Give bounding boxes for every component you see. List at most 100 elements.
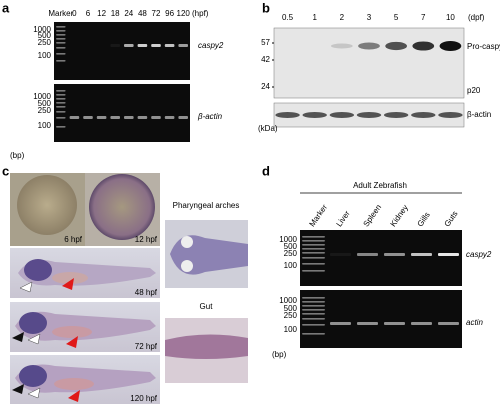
ladder-label: 250 <box>284 311 298 320</box>
ladder-label: 500 <box>284 304 298 313</box>
gel <box>300 290 462 348</box>
lane-label: Spleen <box>361 203 383 229</box>
band <box>384 322 405 325</box>
gel-title: Adult Zebrafish <box>353 181 407 190</box>
lane-label: 18 <box>111 9 120 18</box>
panel-label: c <box>2 163 9 178</box>
band <box>56 98 66 100</box>
unit: (bp) <box>10 151 25 160</box>
panel-label: d <box>262 163 270 178</box>
ladder-label: 500 <box>38 31 52 40</box>
band <box>56 47 66 49</box>
band <box>302 333 325 335</box>
blot-band <box>275 112 300 118</box>
band <box>302 309 325 311</box>
band <box>83 116 93 119</box>
lane-label: 2 <box>340 13 345 22</box>
band <box>137 44 148 47</box>
band <box>56 117 66 119</box>
lane-label: Guts <box>442 209 459 228</box>
lane-label: 12 <box>97 9 106 18</box>
lane-label: Liver <box>334 209 352 229</box>
stage-label: 120 hpf <box>130 394 157 403</box>
band <box>302 301 325 303</box>
band <box>56 106 66 108</box>
band <box>56 102 66 104</box>
band <box>411 253 432 256</box>
gel <box>54 22 190 80</box>
gene-label: caspy2 <box>466 250 492 259</box>
blot-band <box>331 43 353 49</box>
band <box>56 94 66 96</box>
band <box>110 116 120 119</box>
lane-label: 48 <box>138 9 147 18</box>
band <box>69 116 80 119</box>
lane-label: 7 <box>421 13 426 22</box>
lane-label: 3 <box>367 13 372 22</box>
blot-band <box>302 112 327 118</box>
band <box>330 322 351 325</box>
band <box>137 116 148 119</box>
band <box>384 253 405 256</box>
ladder-label: 250 <box>38 38 52 47</box>
marker-label: 42 <box>261 55 270 64</box>
ladder-label: 1000 <box>33 92 51 101</box>
lane-label: Marker <box>307 203 329 229</box>
ladder-label: 100 <box>38 121 52 130</box>
band <box>56 53 66 55</box>
band <box>56 34 66 36</box>
lane-label: 6 <box>86 9 91 18</box>
band <box>438 253 459 256</box>
lane-label: 72 <box>152 9 161 18</box>
blot-band <box>439 41 462 51</box>
band <box>56 111 66 113</box>
stage-label: 6 hpf <box>64 235 83 244</box>
panel-label: a <box>2 0 10 15</box>
ladder-label: 250 <box>284 249 298 258</box>
blot-band <box>358 42 380 50</box>
ladder-label: 1000 <box>279 235 297 244</box>
band <box>56 90 66 92</box>
band <box>56 38 66 40</box>
blot-band <box>411 112 436 118</box>
band <box>178 44 188 47</box>
band <box>330 253 351 256</box>
band <box>164 116 175 119</box>
lane-label: 1 <box>312 13 317 22</box>
band <box>56 126 66 128</box>
band-label: β-actin <box>467 110 491 119</box>
band <box>302 244 325 246</box>
gel <box>54 84 190 142</box>
stage-label: 48 hpf <box>135 288 158 297</box>
ladder-label: 500 <box>38 99 52 108</box>
lane-label: 24 <box>124 9 133 18</box>
band-label: Pro-caspy2 <box>467 42 500 51</box>
blot-band <box>438 112 463 118</box>
band <box>151 44 161 47</box>
band <box>164 44 175 47</box>
lane-label: 0.5 <box>282 13 294 22</box>
inset-label: Gut <box>200 302 214 311</box>
band <box>438 322 459 325</box>
unit: (dpf) <box>468 13 485 22</box>
band <box>302 297 325 299</box>
lane-label: Kidney <box>388 203 409 228</box>
inset-label: Pharyngeal arches <box>173 201 240 210</box>
band <box>151 116 161 119</box>
band <box>302 257 325 259</box>
marker-label: 57 <box>261 38 270 47</box>
band-label: p20 <box>467 86 481 95</box>
blot <box>273 27 465 99</box>
band <box>178 116 188 119</box>
ladder-label: 100 <box>38 51 52 60</box>
lane-label: Gills <box>415 210 431 228</box>
band <box>56 26 66 28</box>
ladder-label: 100 <box>284 261 298 270</box>
marker-label: 24 <box>261 82 270 91</box>
lane-label: 10 <box>446 13 455 22</box>
ladder-label: 500 <box>284 242 298 251</box>
band <box>302 305 325 307</box>
band <box>357 253 378 256</box>
band <box>302 236 325 238</box>
